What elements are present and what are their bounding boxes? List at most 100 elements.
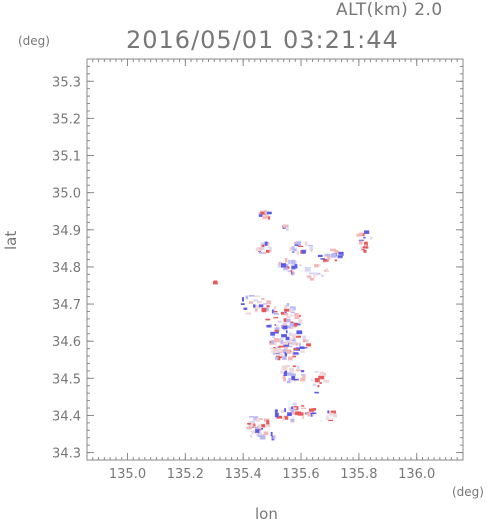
echo-point	[247, 423, 251, 425]
echo-point	[318, 375, 325, 380]
echo-point	[312, 383, 317, 387]
echo-point	[304, 267, 311, 272]
x-tick-label: 136.0	[398, 467, 435, 482]
echo-point	[285, 336, 290, 340]
echo-point	[295, 411, 301, 416]
echo-point	[252, 420, 255, 424]
echo-point	[309, 408, 315, 412]
echo-point	[273, 347, 276, 350]
echo-point	[267, 246, 270, 248]
echo-point	[295, 342, 299, 346]
echo-point	[266, 324, 272, 328]
echo-point	[284, 351, 287, 357]
echo-point	[288, 332, 292, 336]
echo-point	[283, 305, 288, 309]
echo-point	[278, 350, 285, 352]
echo-point	[294, 313, 299, 316]
echo-point	[301, 407, 307, 409]
data-marks	[212, 210, 373, 441]
echo-point	[286, 266, 290, 269]
echo-point	[245, 312, 252, 315]
x-tick-label: 135.2	[167, 467, 204, 482]
echo-point	[297, 377, 300, 379]
echo-point	[280, 340, 284, 345]
echo-point	[319, 371, 324, 376]
echo-point	[282, 349, 288, 354]
echo-point	[286, 315, 291, 319]
echo-point	[289, 341, 295, 345]
echo-point	[358, 240, 363, 245]
echo-point	[361, 233, 365, 236]
echo-point	[291, 246, 295, 250]
echo-point	[264, 418, 270, 422]
echo-point	[258, 213, 263, 217]
echo-point	[319, 382, 322, 384]
echo-point	[274, 324, 277, 326]
echo-point	[266, 420, 270, 425]
x-tick-label: 135.8	[340, 467, 377, 482]
echo-point	[301, 405, 305, 407]
echo-point	[286, 380, 291, 384]
echo-point	[254, 295, 261, 297]
echo-point	[275, 327, 280, 332]
echo-point	[285, 263, 289, 267]
echo-point	[279, 261, 281, 266]
echo-point	[263, 251, 267, 254]
echo-point	[293, 379, 299, 381]
echo-point	[288, 259, 290, 265]
echo-point	[259, 435, 266, 440]
echo-point	[286, 340, 291, 343]
echo-point	[314, 264, 319, 268]
echo-point	[308, 272, 315, 275]
echo-point	[290, 337, 292, 342]
echo-point	[286, 325, 293, 329]
echo-point	[308, 245, 313, 247]
echo-point	[289, 308, 294, 312]
echo-point	[304, 241, 308, 246]
echo-point	[310, 412, 317, 415]
echo-point	[314, 391, 319, 394]
echo-point	[312, 408, 317, 411]
echo-point	[268, 216, 271, 220]
echo-point	[290, 321, 294, 324]
echo-point	[274, 409, 278, 413]
echo-point	[290, 408, 295, 413]
echo-point	[360, 245, 363, 250]
echo-point	[291, 326, 296, 329]
echo-point	[260, 242, 266, 247]
echo-point	[291, 407, 297, 410]
echo-point	[285, 330, 288, 334]
y-axis-unit: (deg)	[18, 34, 50, 48]
echo-point	[309, 246, 314, 251]
echo-point	[328, 419, 333, 422]
echo-point	[284, 346, 288, 349]
echo-point	[277, 264, 282, 268]
echo-point	[257, 428, 262, 431]
echo-point	[277, 320, 282, 323]
echo-point	[362, 246, 369, 249]
echo-point	[300, 374, 306, 376]
echo-point	[325, 415, 329, 417]
echo-point	[248, 294, 255, 297]
echo-point	[283, 267, 288, 271]
echo-point	[253, 304, 256, 308]
echo-point	[300, 350, 305, 353]
echo-point	[296, 330, 303, 335]
x-tick-label: 135.0	[109, 467, 146, 482]
echo-point	[284, 408, 286, 412]
echo-point	[285, 304, 287, 307]
plot-frame	[86, 58, 464, 461]
echo-point	[275, 356, 279, 360]
echo-point	[292, 351, 295, 355]
echo-point	[254, 416, 259, 420]
echo-point	[328, 255, 331, 260]
echo-point	[255, 429, 260, 433]
echo-point	[289, 314, 294, 317]
echo-point	[330, 253, 337, 258]
echo-point	[261, 307, 267, 313]
echo-point	[293, 354, 299, 356]
echo-point	[292, 355, 296, 358]
echo-point	[290, 311, 295, 314]
y-tick-label: 34.3	[52, 447, 81, 462]
echo-point	[332, 413, 337, 417]
